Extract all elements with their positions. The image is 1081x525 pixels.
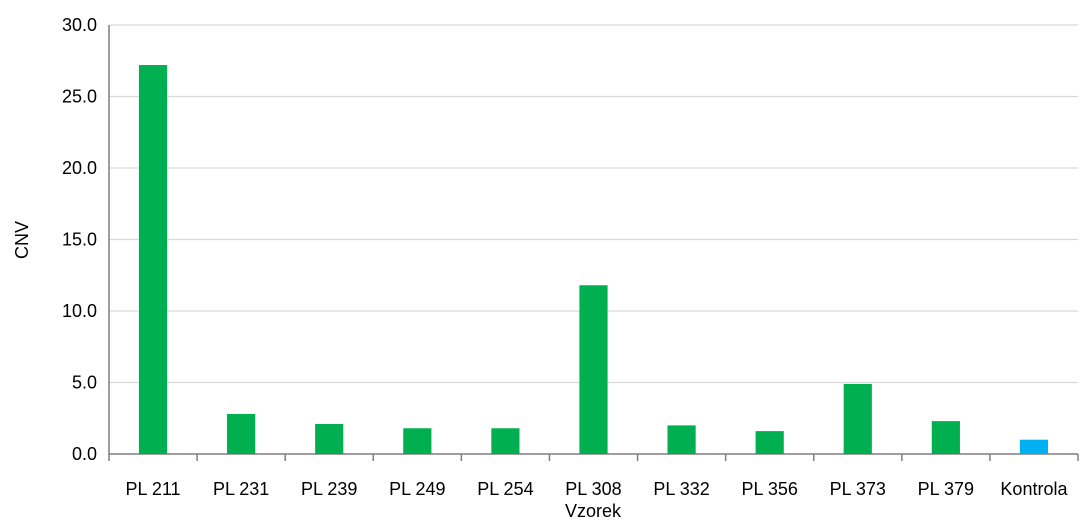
x-axis-title: Vzorek [565, 501, 622, 521]
x-tick-label: PL 308 [565, 479, 621, 499]
x-tick-label: PL 356 [741, 479, 797, 499]
x-tick-label: PL 254 [477, 479, 533, 499]
x-tick-label: PL 373 [830, 479, 886, 499]
x-tick-label: PL 249 [389, 479, 445, 499]
bar-pl-308 [579, 285, 608, 454]
y-tick-label: 30.0 [62, 15, 97, 35]
x-tick-label: PL 231 [213, 479, 269, 499]
x-tick-label: PL 379 [918, 479, 974, 499]
bars [138, 65, 1049, 454]
bar-pl-211 [138, 65, 168, 454]
bar-pl-373 [843, 383, 872, 454]
x-tick-label: PL 239 [301, 479, 357, 499]
y-tick-label: 15.0 [62, 230, 97, 250]
y-axis-title: CNV [12, 221, 32, 259]
bar-pl-249 [403, 428, 432, 454]
x-tick-label: PL 332 [653, 479, 709, 499]
bar-pl-332 [667, 425, 696, 454]
y-tick-label: 0.0 [72, 444, 97, 464]
bar-pl-356 [755, 431, 784, 454]
bar-pl-239 [315, 423, 344, 454]
bar-pl-379 [931, 421, 960, 454]
y-tick-label: 5.0 [72, 373, 97, 393]
bar-pl-231 [227, 413, 256, 454]
y-tick-label: 25.0 [62, 87, 97, 107]
x-tick-label: PL 211 [126, 479, 181, 499]
bar-pl-254 [491, 428, 520, 454]
grid-lines [109, 24, 1078, 384]
x-tick-label: Kontrola [1000, 479, 1068, 499]
y-tick-labels: 0.0 5.0 10.0 15.0 20.0 25.0 30.0 [62, 15, 97, 464]
x-tick-labels: PL 211 PL 231 PL 239 PL 249 PL 254 PL 308 PL 3… [108, 454, 1079, 499]
bar-kontrola [1019, 439, 1049, 454]
y-tick-label: 10.0 [62, 301, 97, 321]
y-tick-label: 20.0 [62, 158, 97, 178]
